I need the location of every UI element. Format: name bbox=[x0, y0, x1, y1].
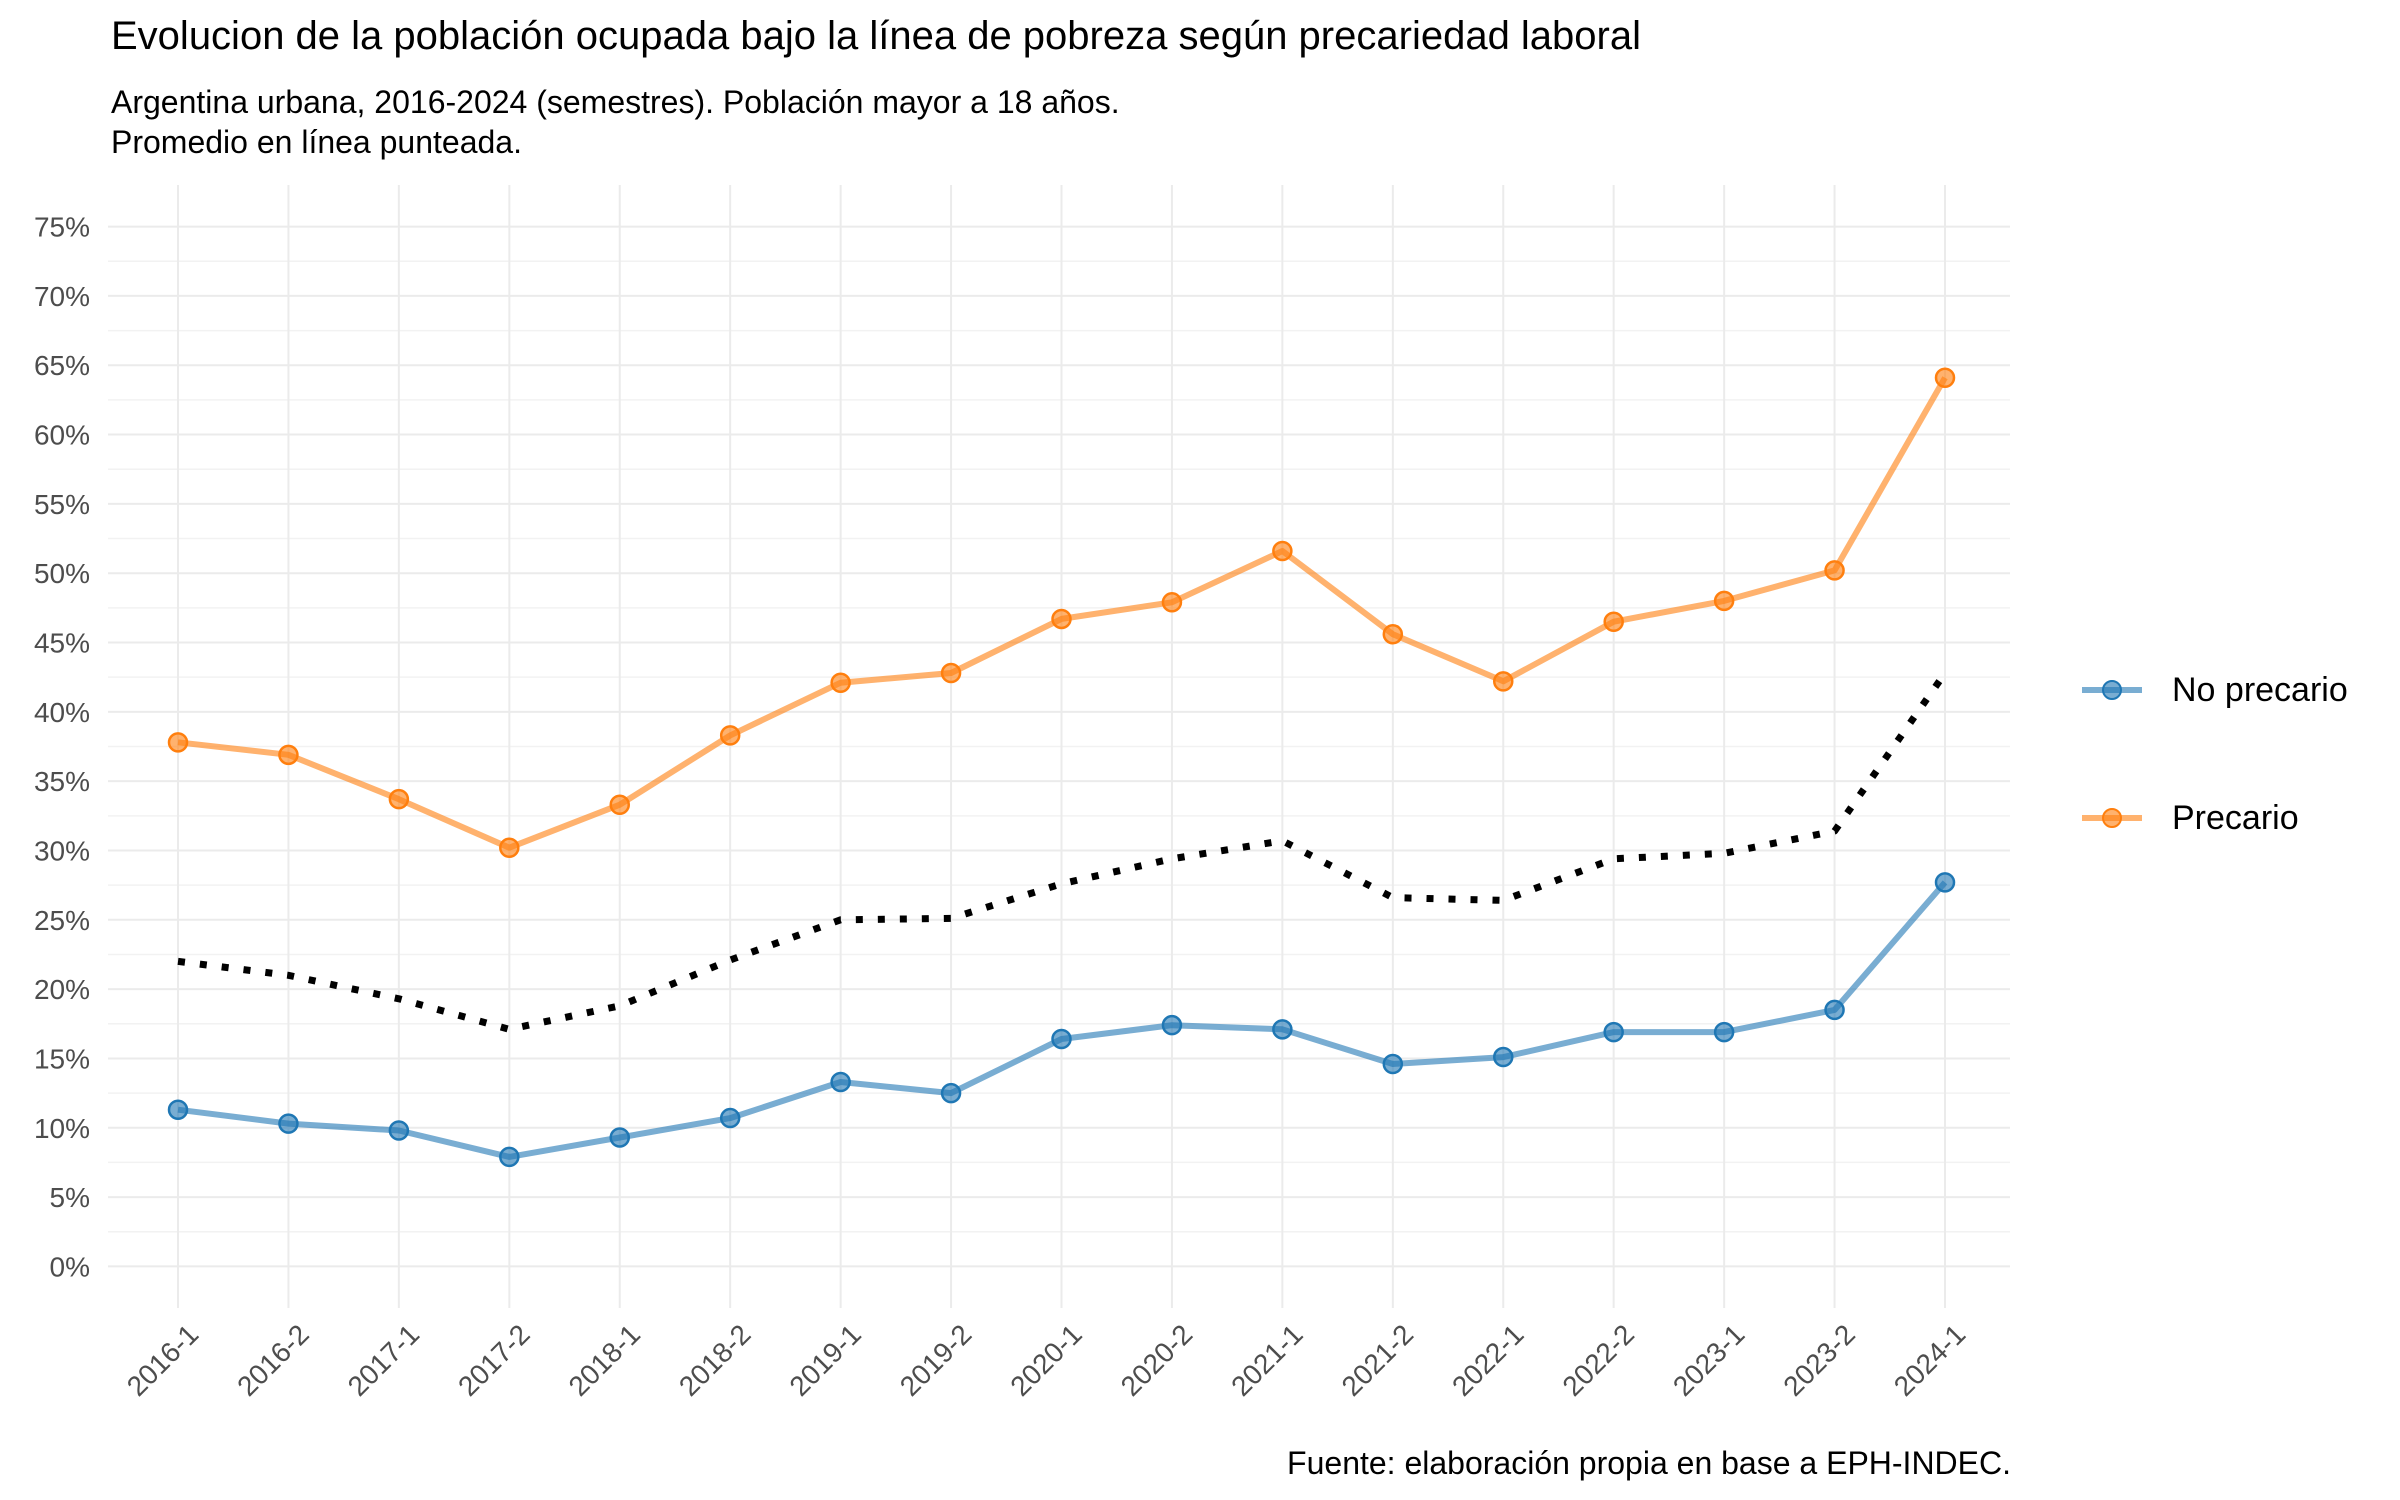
data-point-precario bbox=[1934, 367, 1956, 388]
data-point-no-precario bbox=[1824, 999, 1845, 1021]
data-point-precario bbox=[1493, 671, 1514, 692]
x-tick-label: 2022-2 bbox=[1557, 1318, 1641, 1402]
y-tick-label: 30% bbox=[34, 835, 90, 866]
y-tick-label: 20% bbox=[34, 974, 90, 1005]
data-point-precario bbox=[940, 662, 962, 684]
x-tick-label: 2023-2 bbox=[1777, 1318, 1861, 1402]
y-tick-label: 75% bbox=[34, 212, 90, 243]
x-tick-label: 2022-1 bbox=[1446, 1318, 1530, 1402]
data-point-no-precario bbox=[719, 1107, 741, 1129]
data-point-no-precario bbox=[388, 1120, 410, 1141]
data-point-no-precario bbox=[1934, 872, 1956, 893]
data-point-precario bbox=[830, 672, 851, 693]
data-point-no-precario bbox=[830, 1071, 851, 1093]
data-point-precario bbox=[278, 744, 299, 766]
legend-item-no-precario: No precario bbox=[2082, 660, 2348, 720]
x-tick-label: 2020-2 bbox=[1115, 1318, 1199, 1402]
subtitle-line-1: Argentina urbana, 2016-2024 (semestres).… bbox=[111, 84, 1120, 120]
y-tick-label: 40% bbox=[34, 697, 90, 728]
y-tick-label: 25% bbox=[34, 905, 90, 936]
data-point-no-precario bbox=[609, 1127, 630, 1148]
y-tick-label: 15% bbox=[34, 1043, 90, 1074]
x-tick-label: 2017-2 bbox=[452, 1318, 536, 1402]
y-tick-label: 60% bbox=[34, 420, 90, 451]
data-point-precario bbox=[1603, 611, 1624, 632]
x-tick-label: 2023-1 bbox=[1667, 1318, 1751, 1402]
data-point-precario bbox=[1161, 592, 1183, 613]
data-point-precario bbox=[167, 732, 189, 753]
x-tick-label: 2019-2 bbox=[894, 1318, 978, 1402]
grid-lines bbox=[108, 185, 2010, 1308]
data-point-no-precario bbox=[167, 1099, 189, 1120]
chart-subtitle: Argentina urbana, 2016-2024 (semestres).… bbox=[111, 82, 1120, 162]
y-tick-label: 50% bbox=[34, 558, 90, 589]
x-tick-label: 2024-1 bbox=[1888, 1318, 1972, 1402]
x-tick-label: 2021-1 bbox=[1225, 1318, 1309, 1402]
x-tick-label: 2016-1 bbox=[121, 1318, 205, 1402]
data-point-no-precario bbox=[1051, 1028, 1072, 1050]
data-point-precario bbox=[1713, 590, 1735, 612]
data-point-no-precario bbox=[1272, 1019, 1293, 1040]
y-tick-label: 0% bbox=[50, 1251, 90, 1282]
legend-label-precario: Precario bbox=[2172, 798, 2299, 837]
chart-title: Evolucion de la población ocupada bajo l… bbox=[111, 14, 1641, 58]
x-tick-label: 2017-1 bbox=[342, 1318, 426, 1402]
data-point-precario bbox=[609, 794, 630, 815]
legend-point-no-precario bbox=[2102, 680, 2122, 700]
y-axis-tick-labels: 0% 5% 10% 15% 20% 25% 30% 35% 40% 45% 50% 55% 60% 65%… bbox=[34, 212, 90, 1283]
legend-key-no-precario bbox=[2082, 680, 2142, 700]
x-tick-label: 2018-2 bbox=[673, 1318, 757, 1402]
y-tick-label: 10% bbox=[34, 1113, 90, 1144]
legend-label-no-precario: No precario bbox=[2172, 670, 2348, 709]
data-point-no-precario bbox=[1161, 1014, 1183, 1036]
legend-key-precario bbox=[2082, 808, 2142, 828]
y-tick-label: 55% bbox=[34, 489, 90, 520]
y-tick-label: 70% bbox=[34, 281, 90, 312]
x-axis-tick-labels: 2016-1 2016-2 2017-1 2017-2 2018-1 2018-2 2019… bbox=[121, 1318, 1972, 1402]
legend-point-precario bbox=[2102, 808, 2122, 828]
data-point-no-precario bbox=[278, 1113, 299, 1134]
y-tick-label: 45% bbox=[34, 628, 90, 659]
chart-caption: Fuente: elaboración propia en base a EPH… bbox=[1287, 1445, 2011, 1481]
legend-item-precario: Precario bbox=[2082, 788, 2348, 848]
legend: No precario Precario bbox=[2082, 660, 2348, 916]
data-point-no-precario bbox=[499, 1146, 520, 1168]
y-tick-label: 35% bbox=[34, 766, 90, 797]
data-point-precario bbox=[1272, 540, 1293, 562]
data-point-precario bbox=[1824, 560, 1845, 581]
data-point-precario bbox=[1051, 608, 1072, 630]
data-point-no-precario bbox=[1713, 1021, 1735, 1043]
y-tick-label: 65% bbox=[34, 350, 90, 381]
data-point-precario bbox=[1382, 623, 1404, 645]
x-tick-label: 2018-1 bbox=[563, 1318, 647, 1402]
data-point-no-precario bbox=[1493, 1046, 1514, 1068]
x-tick-label: 2016-2 bbox=[231, 1318, 315, 1402]
subtitle-line-2: Promedio en línea punteada. bbox=[111, 124, 522, 160]
data-point-no-precario bbox=[940, 1082, 962, 1104]
x-tick-label: 2021-2 bbox=[1336, 1318, 1420, 1402]
y-tick-label: 5% bbox=[50, 1182, 90, 1213]
series-lines bbox=[167, 367, 1956, 1168]
x-tick-label: 2020-1 bbox=[1004, 1318, 1088, 1402]
x-tick-label: 2019-1 bbox=[783, 1318, 867, 1402]
data-point-no-precario bbox=[1382, 1053, 1404, 1075]
data-point-precario bbox=[388, 788, 410, 810]
data-point-no-precario bbox=[1603, 1021, 1624, 1043]
data-point-precario bbox=[499, 837, 520, 858]
data-point-precario bbox=[719, 725, 741, 746]
